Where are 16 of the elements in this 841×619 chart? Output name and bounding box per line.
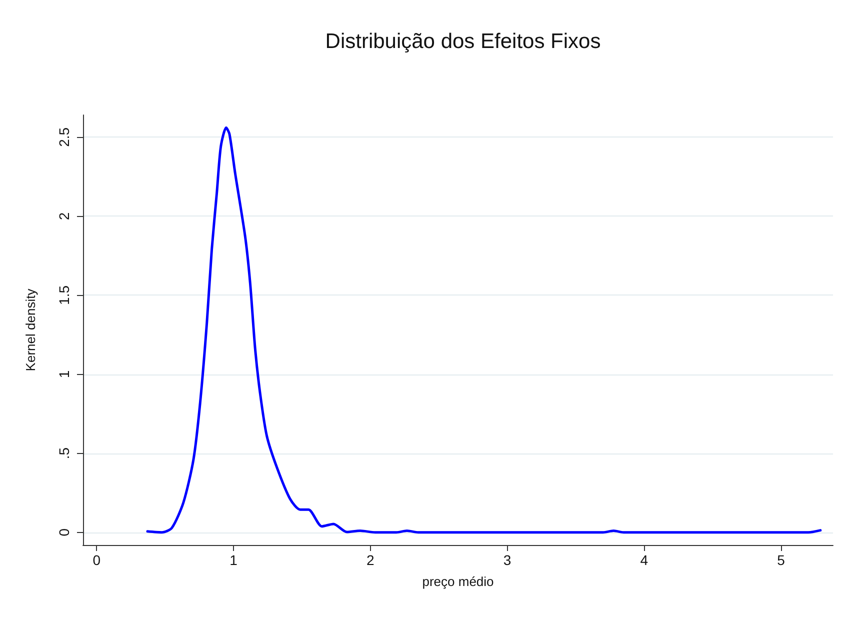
y-tick-label: 1.5 — [56, 285, 72, 305]
x-tick-label: 5 — [777, 552, 786, 568]
y-tick-label: 0 — [56, 528, 72, 536]
y-tick-label: 1 — [56, 370, 72, 378]
x-tick-label: 2 — [366, 552, 375, 568]
x-tick-label: 3 — [503, 552, 512, 568]
y-tick-label: 2.5 — [56, 127, 72, 147]
line-series — [146, 126, 822, 534]
y-tick-label: .5 — [56, 447, 72, 460]
x-axis-title: preço médio — [422, 574, 494, 589]
y-tick-label: 2 — [56, 212, 72, 220]
chart-title: Distribuição dos Efeitos Fixos — [325, 30, 601, 53]
y-axis-title: Kernel density — [23, 288, 38, 372]
x-tick-label: 4 — [640, 552, 648, 568]
x-tick-label: 1 — [230, 552, 238, 568]
x-tick-label: 0 — [92, 552, 101, 568]
